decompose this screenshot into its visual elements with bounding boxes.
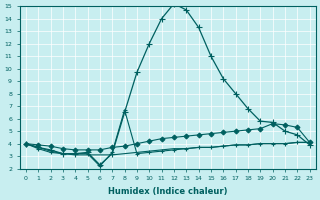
X-axis label: Humidex (Indice chaleur): Humidex (Indice chaleur) bbox=[108, 187, 228, 196]
